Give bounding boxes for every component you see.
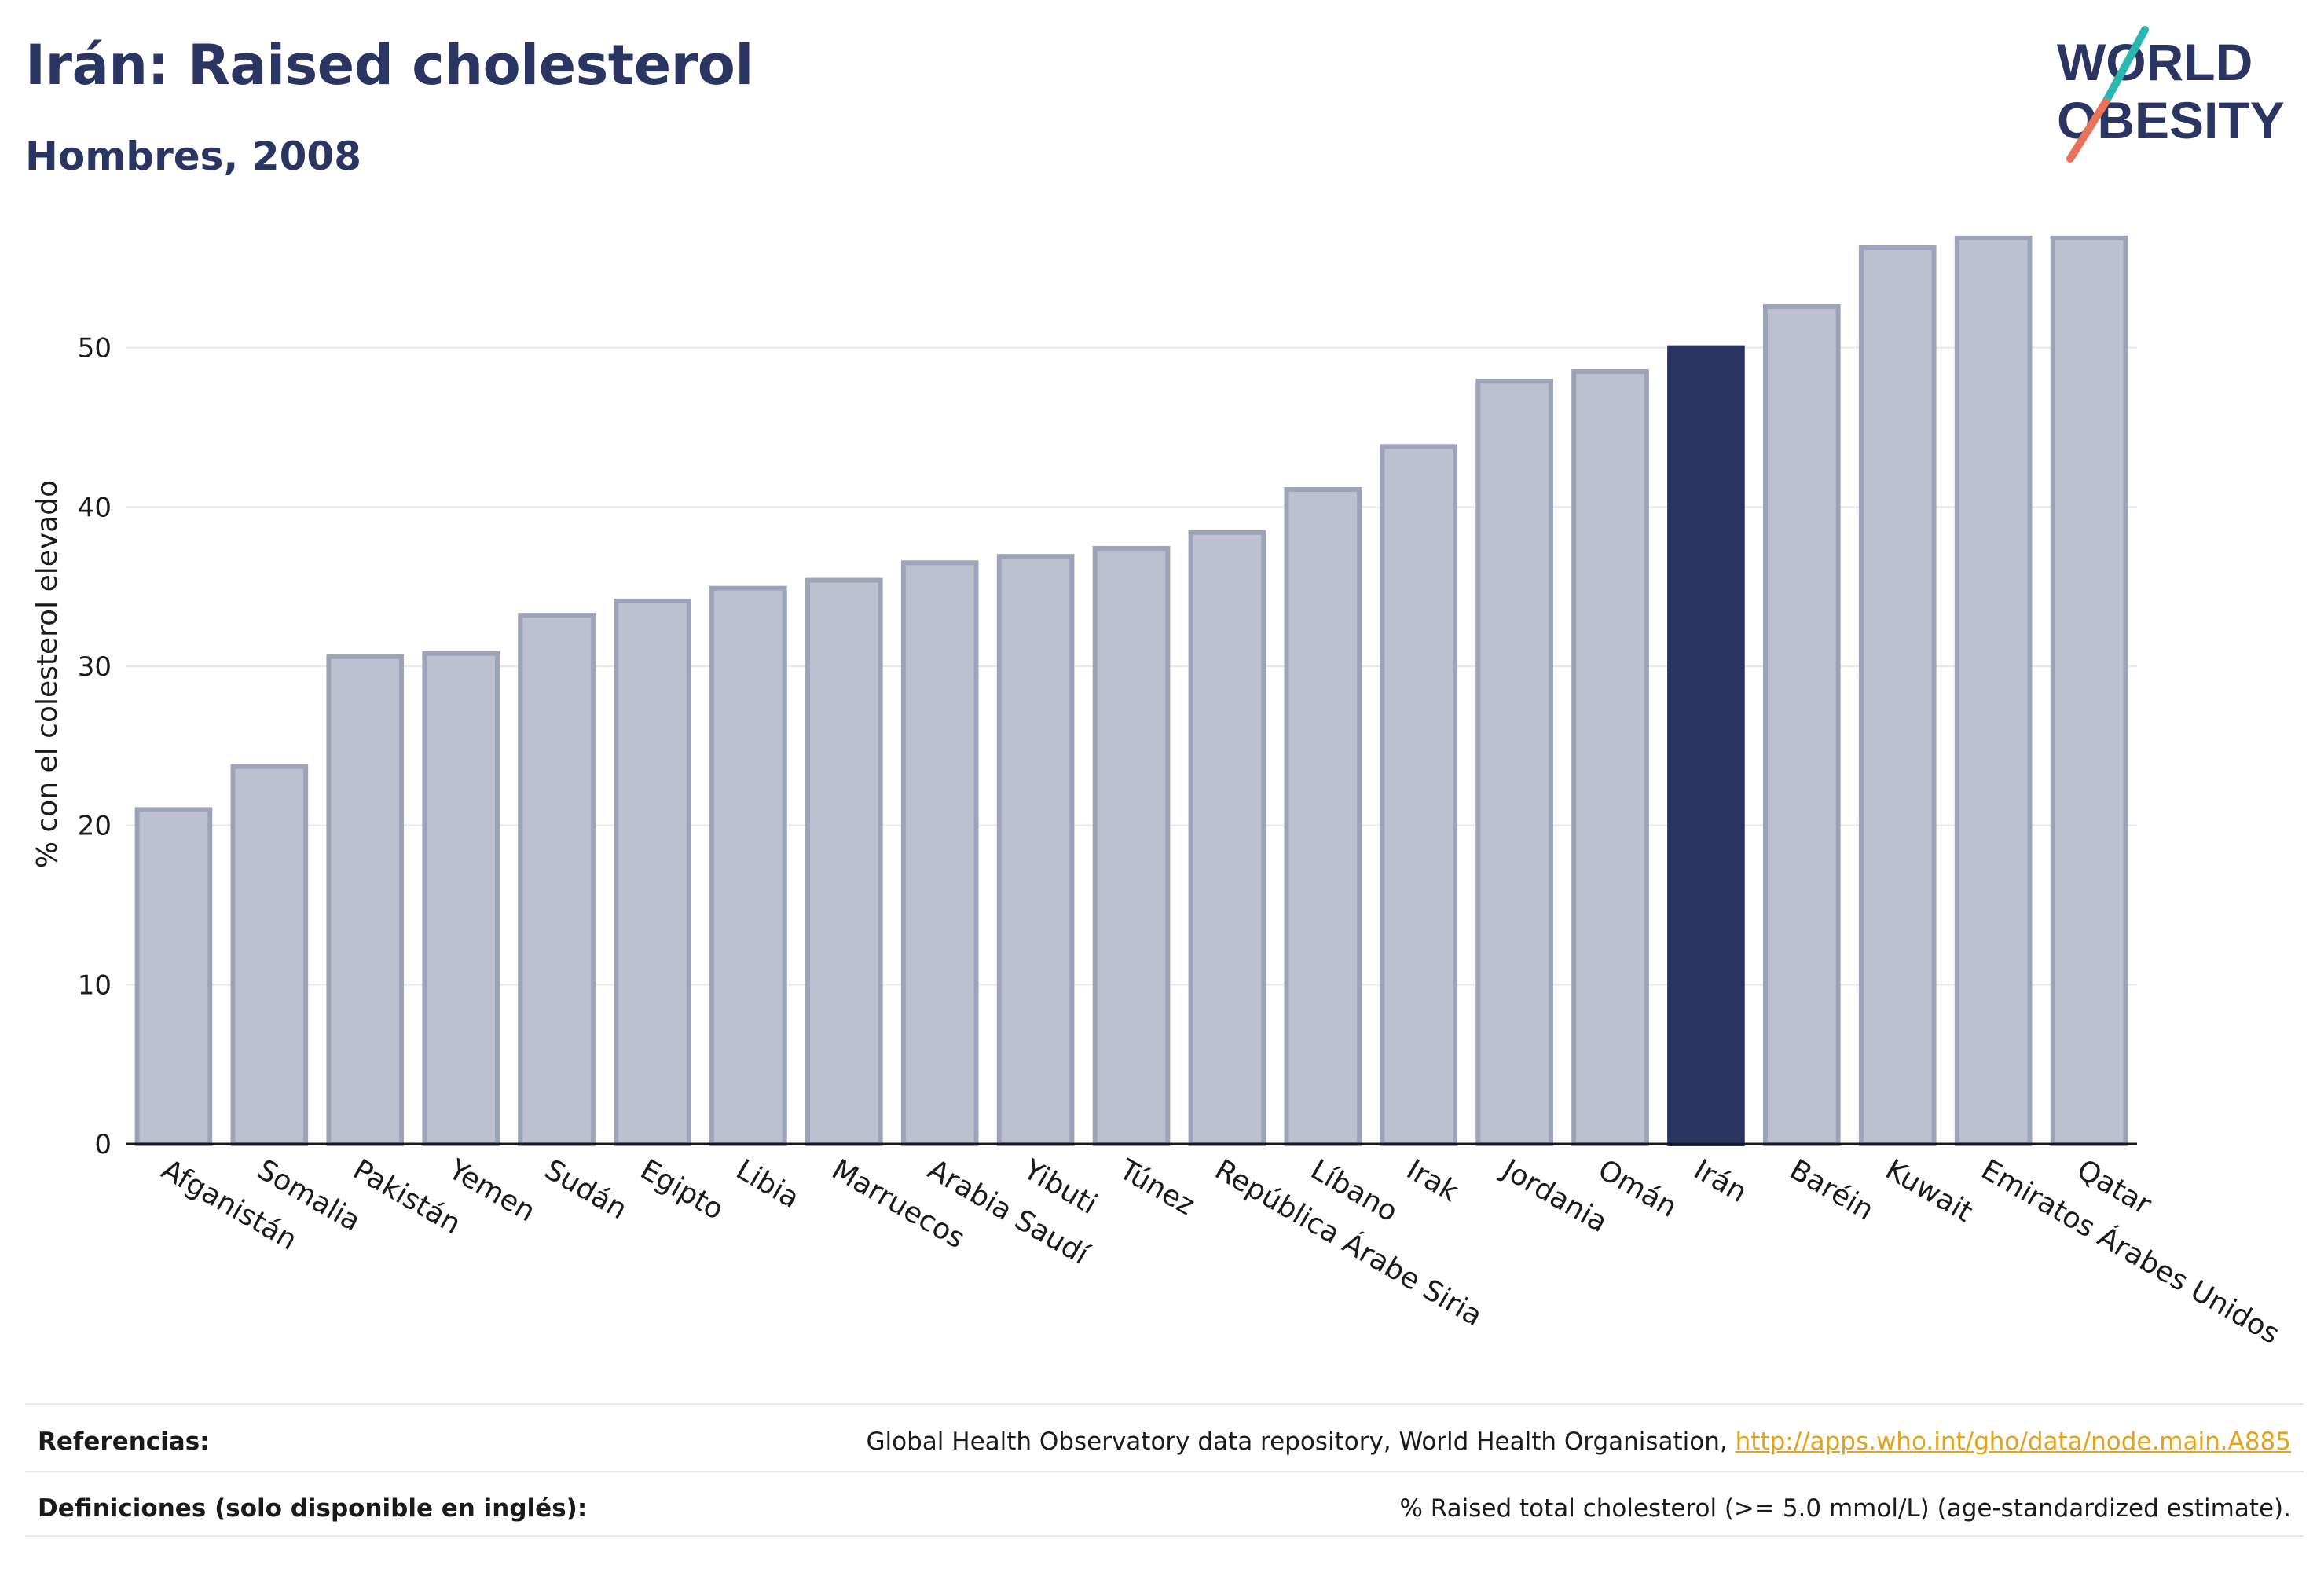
y-tick-label: 50	[78, 333, 112, 365]
y-tick-label: 30	[78, 651, 112, 683]
bar-2[interactable]	[230, 764, 309, 1146]
bar-5[interactable]	[518, 613, 596, 1146]
bar-3[interactable]	[326, 654, 405, 1146]
y-tick-label: 0	[94, 1129, 112, 1160]
bar-9[interactable]	[900, 560, 979, 1146]
x-tick-label: Túnez	[1113, 1153, 1200, 1222]
x-tick-label: Jordania	[1495, 1153, 1612, 1239]
y-tick-label: 40	[78, 492, 112, 523]
bar-13[interactable]	[1284, 487, 1362, 1146]
world-obesity-logo: WORLD OBESITY	[2057, 26, 2285, 163]
bar-4[interactable]	[422, 651, 500, 1146]
definitions-row: Definiciones (solo disponible en inglés)…	[25, 1477, 2304, 1540]
definitions-label: Definiciones (solo disponible en inglés)…	[38, 1494, 588, 1523]
bar-7[interactable]	[709, 585, 787, 1146]
x-tick-label: Baréin	[1784, 1153, 1879, 1226]
x-tick-label: Irak	[1401, 1153, 1464, 1208]
bar-17[interactable]	[1667, 345, 1745, 1146]
chart-subtitle: Hombres, 2008	[25, 134, 361, 179]
bar-12[interactable]	[1188, 530, 1266, 1146]
x-tick-label: Pakistán	[347, 1153, 466, 1241]
x-tick-label: Arabia Saudí	[922, 1153, 1094, 1271]
y-tick-label: 20	[78, 811, 112, 842]
footer-divider-bottom	[25, 1535, 2304, 1537]
chart-title: Irán: Raised cholesterol	[25, 33, 753, 97]
svg-text:WORLD: WORLD	[2057, 33, 2253, 91]
references-link[interactable]: http://apps.who.int/gho/data/node.main.A…	[1735, 1428, 2291, 1456]
references-label: Referencias:	[38, 1428, 210, 1456]
x-tick-label: Sudán	[539, 1153, 632, 1226]
bar-21[interactable]	[2050, 235, 2128, 1146]
bar-11[interactable]	[1092, 546, 1171, 1146]
definitions-text: % Raised total cholesterol (>= 5.0 mmol/…	[1399, 1494, 2291, 1523]
x-tick-label: Kuwait	[1880, 1153, 1978, 1229]
bar-19[interactable]	[1858, 244, 1937, 1146]
bar-1[interactable]	[134, 807, 213, 1147]
y-tick-label: 10	[78, 969, 112, 1001]
bar-16[interactable]	[1571, 369, 1649, 1147]
bar-6[interactable]	[614, 598, 691, 1146]
references-text: Global Health Observatory data repositor…	[866, 1428, 1736, 1456]
bar-14[interactable]	[1380, 444, 1458, 1146]
bar-15[interactable]	[1475, 379, 1553, 1146]
footer-divider-top	[25, 1403, 2304, 1405]
footer-divider-middle	[25, 1471, 2304, 1472]
x-tick-label: Libia	[731, 1153, 805, 1215]
bar-8[interactable]	[805, 577, 883, 1146]
bar-10[interactable]	[996, 554, 1075, 1146]
references-row: Referencias: Global Health Observatory d…	[25, 1414, 2304, 1469]
references-value: Global Health Observatory data repositor…	[867, 1428, 2291, 1456]
x-tick-label: Egipto	[635, 1153, 729, 1226]
x-tick-label: Irán	[1688, 1153, 1752, 1209]
y-axis-title: % con el colesterol elevado	[31, 480, 64, 868]
bar-18[interactable]	[1763, 303, 1841, 1146]
bar-20[interactable]	[1954, 235, 2033, 1146]
